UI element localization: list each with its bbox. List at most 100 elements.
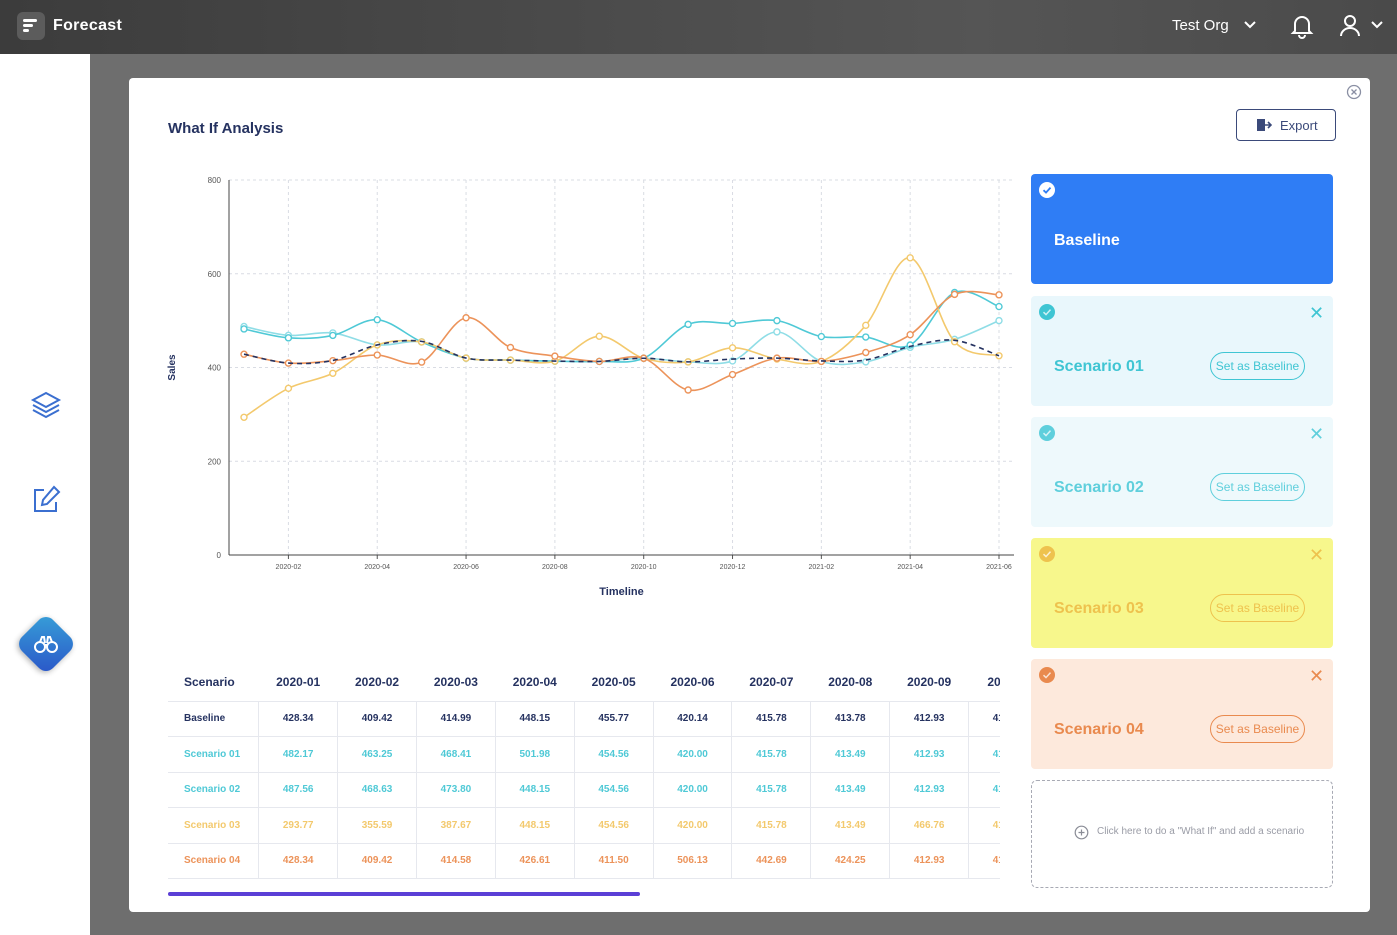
value-cell: 454.56 — [573, 736, 654, 773]
value-cell: 419.74 — [968, 807, 1000, 844]
data-point — [240, 413, 248, 421]
x-tick-label: 2020-06 — [453, 564, 479, 571]
data-point — [551, 352, 559, 360]
scenario-name: Scenario 03 — [1054, 600, 1144, 617]
data-point — [284, 334, 293, 342]
data-point — [284, 384, 293, 393]
value-cell: 424.25 — [810, 842, 891, 879]
scenario-card-scenario-02[interactable]: Scenario 02 ✕ Set as Baseline — [1031, 417, 1333, 527]
value-cell: 420.14 — [652, 700, 733, 737]
table-row: Scenario 01 482.17 463.25 468.41 501.98 454.5… — [168, 736, 1000, 773]
scenario-card-scenario-04[interactable]: Scenario 04 ✕ Set as Baseline — [1031, 659, 1333, 769]
y-tick-label: 800 — [208, 176, 222, 185]
series-line-scenario-03 — [243, 257, 1000, 418]
y-tick-label: 600 — [208, 270, 222, 279]
chevron-down-icon[interactable] — [1243, 20, 1257, 30]
series-line-baseline — [243, 339, 1000, 365]
set-as-baseline-button[interactable]: Set as Baseline — [1210, 594, 1305, 622]
set-as-baseline-button[interactable]: Set as Baseline — [1210, 352, 1305, 380]
value-cell: 413.49 — [810, 736, 891, 773]
value-cell: 468.63 — [337, 771, 417, 808]
x-tick-label: 2020-02 — [276, 564, 302, 571]
horizontal-scrollbar[interactable] — [168, 892, 640, 896]
scenario-name: Baseline — [1054, 232, 1120, 249]
app-title: Forecast — [53, 17, 123, 34]
value-cell: 412.93 — [889, 771, 970, 808]
data-point — [817, 332, 826, 341]
close-icon[interactable]: ✕ — [1309, 424, 1325, 444]
close-icon[interactable]: ✕ — [1309, 545, 1325, 565]
edit-icon[interactable] — [30, 484, 62, 516]
value-cell: 413.49 — [810, 807, 891, 844]
value-cell: 415.78 — [731, 736, 812, 773]
value-cell: 355.59 — [337, 807, 417, 844]
close-circle-icon[interactable] — [1346, 84, 1362, 100]
scenario-name-cell: Scenario 01 — [168, 736, 260, 773]
value-cell: 487.56 — [258, 771, 339, 808]
add-scenario-text: Click here to do a "What If" and add a s… — [1097, 826, 1305, 837]
set-as-baseline-button[interactable]: Set as Baseline — [1210, 715, 1305, 743]
table-header-month: 2020-09 — [907, 675, 952, 690]
scenario-name-cell: Scenario 04 — [168, 842, 260, 879]
data-point — [906, 330, 914, 339]
export-button[interactable]: Export — [1236, 109, 1336, 141]
what-if-modal: What If Analysis Export 0 200 400 600 800 202… — [129, 78, 1370, 912]
add-scenario-card[interactable]: Click here to do a "What If" and add a s… — [1031, 780, 1333, 888]
value-cell: 442.69 — [731, 842, 812, 879]
value-cell: 468.41 — [415, 736, 496, 773]
table-header-month: 2020-04 — [512, 675, 557, 690]
x-axis-label: Timeline — [599, 586, 643, 598]
table-row: Scenario 03 293.77 355.59 387.67 448.15 454.5… — [168, 807, 1000, 844]
value-cell: 501.98 — [494, 736, 575, 773]
status-dot-icon — [1039, 425, 1055, 441]
data-point — [995, 291, 1003, 299]
value-cell: 414.99 — [415, 700, 496, 737]
data-point — [417, 358, 426, 366]
scenario-card-scenario-01[interactable]: Scenario 01 ✕ Set as Baseline — [1031, 296, 1333, 406]
table-row: Baseline 428.34 409.42 414.99 448.15 455.77 42… — [168, 700, 1000, 737]
table-header-month: 2020-01 — [276, 675, 321, 690]
value-cell: 413.49 — [810, 771, 891, 808]
scenario-card-scenario-03[interactable]: Scenario 03 ✕ Set as Baseline — [1031, 538, 1333, 648]
data-point — [773, 316, 781, 325]
value-cell: 419.74 — [968, 700, 1000, 737]
data-point — [862, 333, 870, 341]
scenario-table: Scenario 2020-01 2020-02 2020-03 2020-04 2020… — [168, 664, 1000, 884]
scenario-name: Scenario 04 — [1054, 721, 1144, 738]
table-header-month: 2020-07 — [749, 675, 794, 690]
value-cell: 412.93 — [889, 736, 970, 773]
org-selector[interactable]: Test Org — [1172, 17, 1229, 34]
table-header-row: Scenario 2020-01 2020-02 2020-03 2020-04 2020… — [168, 664, 1000, 701]
table-header-month: 2020-08 — [828, 675, 873, 690]
table-header-month: 2020-05 — [591, 675, 636, 690]
value-cell: 420.00 — [652, 807, 733, 844]
user-icon[interactable] — [1338, 13, 1362, 39]
close-icon[interactable]: ✕ — [1309, 666, 1325, 686]
series-line-scenario-04 — [243, 290, 1000, 392]
close-icon[interactable]: ✕ — [1309, 303, 1325, 323]
data-point — [728, 344, 737, 352]
x-tick-label: 2021-06 — [986, 564, 1012, 571]
value-cell: 414.58 — [415, 842, 496, 879]
value-cell: 419.74 — [968, 736, 1000, 773]
value-cell: 506.13 — [652, 842, 733, 879]
set-as-baseline-button[interactable]: Set as Baseline — [1210, 473, 1305, 501]
bell-icon[interactable] — [1290, 13, 1314, 39]
value-cell: 428.34 — [258, 700, 339, 737]
layers-icon[interactable] — [30, 389, 62, 421]
value-cell: 415.78 — [731, 700, 812, 737]
value-cell: 428.34 — [258, 842, 339, 879]
value-cell: 466.76 — [889, 807, 970, 844]
y-tick-label: 400 — [208, 364, 222, 373]
data-point — [329, 331, 337, 340]
value-cell: 293.77 — [258, 807, 339, 844]
x-tick-label: 2021-02 — [809, 564, 835, 571]
status-dot-icon — [1039, 546, 1055, 562]
data-point — [773, 328, 781, 336]
data-point — [462, 314, 470, 322]
scenario-card-baseline[interactable]: Baseline — [1031, 174, 1333, 284]
chevron-down-icon[interactable] — [1370, 20, 1384, 30]
menu-icon[interactable] — [17, 12, 45, 40]
value-cell: 419.74 — [968, 771, 1000, 808]
status-dot-icon — [1039, 304, 1055, 320]
